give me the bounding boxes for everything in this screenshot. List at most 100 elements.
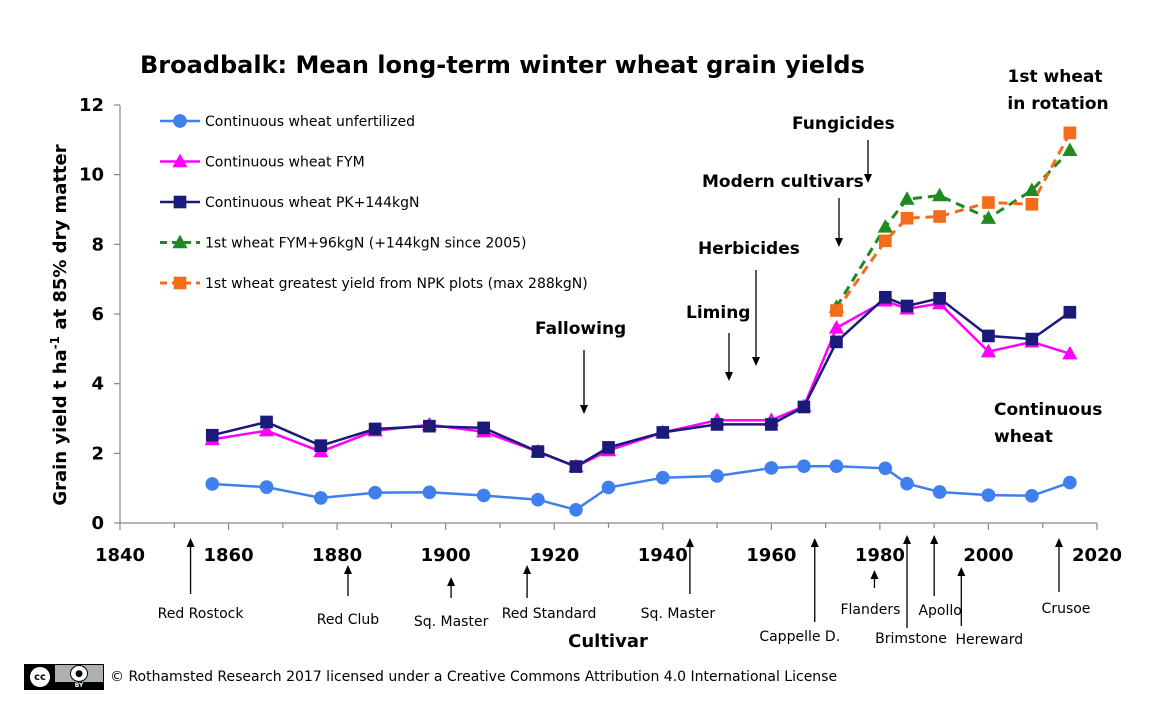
cultivar-arrow-head [186,538,195,547]
data-point [314,491,328,505]
cc-logo: cc [25,665,55,689]
data-point [260,415,273,429]
annotation-fungicides-arrow-head [864,174,872,183]
data-point [982,196,995,209]
x-tick-label: 1980 [855,545,905,566]
x-tick-label: 2020 [1072,545,1122,566]
data-point [1025,489,1039,503]
series-line-2 [212,299,1071,468]
data-point [830,335,843,349]
y-tick-label: 12 [79,95,104,116]
cultivar-label: Brimstone [875,631,947,647]
data-point [602,441,615,454]
by-logo: ● BY [55,665,103,689]
cultivar-crusoe: Crusoe [1042,538,1090,617]
data-point [368,485,382,500]
data-point [422,485,437,500]
cc-by-badge[interactable]: cc ● BY [24,664,104,690]
cultivar-label: Sq. Master [641,606,716,622]
cultivar-red-rostock: Red Rostock [158,538,244,622]
x-tick-label: 1920 [529,545,579,566]
legend: Continuous wheat unfertilized Continuous … [160,114,588,292]
series-line-5 [835,132,1072,312]
y-tick-label: 10 [79,165,104,186]
legend-marker [173,195,187,209]
data-point [1063,475,1077,490]
data-point [656,426,670,439]
y-axis-title-main: Grain yield t ha [50,349,71,505]
data-point [601,480,616,495]
data-point [205,428,219,442]
data-point [932,187,948,202]
by-label: BY [55,682,103,689]
x-tick-label: 1900 [421,545,471,566]
y-tick-label: 0 [91,513,104,534]
license-text: © Rothamsted Research 2017 licensed unde… [110,669,838,685]
data-point [982,329,995,343]
data-point [828,320,845,334]
series-line-4 [835,149,1071,308]
cultivar-arrow-head [930,535,939,544]
cultivar-arrow-head [447,577,456,586]
cultivar-sq-master: Sq. Master [414,577,489,630]
y-axis-title: Grain yield t ha-1 at 85% dry matter [48,144,71,505]
cultivar-arrow-head [523,565,532,574]
annotation-first-wheat-line1: 1st wheat [1008,67,1103,87]
cultivar-label: Flanders [840,602,900,618]
series-3 [205,290,1077,473]
data-point [314,439,328,452]
cultivar-brimstone: Brimstone [875,535,947,647]
legend-label: Continuous wheat PK+144kgN [205,195,420,211]
data-point [797,400,811,414]
data-point [900,476,914,491]
data-point [878,290,892,304]
data-point [476,488,491,503]
data-point [764,461,779,475]
legend-item-5: 1st wheat greatest yield from NPK plots … [160,276,588,292]
cultivar-arrow-head [343,565,352,574]
x-tick-label: 1940 [638,545,688,566]
x-tick-label: 1880 [312,545,362,566]
annotation-modern-cultivars: Modern cultivars [702,172,864,192]
data-point [569,460,583,473]
cultivar-arrow-head [685,538,694,547]
data-point [981,488,996,502]
cultivar-cappelle-d: Cappelle D. [759,538,840,645]
y-tick-label: 6 [91,304,104,325]
cultivar-arrow-head [870,570,879,579]
legend-label: 1st wheat greatest yield from NPK plots … [205,276,588,292]
annotation-fallowing-arrow-head [580,405,588,414]
cultivar-red-standard: Red Standard [502,565,596,622]
series-layer [204,126,1078,517]
data-point [477,421,490,435]
data-point [368,422,382,436]
data-point [710,418,724,431]
data-point [829,459,844,474]
annotation-fungicides: Fungicides [792,114,895,134]
data-point [569,502,583,517]
legend-label: 1st wheat FYM+96kgN (+144kgN since 2005) [205,236,526,252]
data-point [933,210,946,223]
data-point [980,343,997,358]
cc-icon: cc [30,667,50,687]
y-tick-label: 4 [91,374,104,395]
data-point [878,234,892,248]
data-point [423,419,436,433]
x-tick-label: 1860 [204,545,254,566]
legend-marker [172,234,188,249]
annotation-continuous-line2: wheat [994,427,1053,447]
cultivar-label: Red Club [317,612,380,628]
legend-marker [173,114,187,128]
cultivar-markers: Red Rostock Red Club Sq. Master Red Standar… [158,535,1090,648]
x-tick-label: 1960 [746,545,796,566]
data-point [900,299,914,313]
data-point [830,304,843,317]
annotation-fallowing: Fallowing [535,319,626,339]
annotation-herbicides: Herbicides [698,239,800,259]
legend-marker [173,276,187,290]
cultivar-arrow-head [957,567,966,576]
data-point [980,210,997,224]
data-point [1063,126,1077,140]
series-4 [828,142,1078,313]
